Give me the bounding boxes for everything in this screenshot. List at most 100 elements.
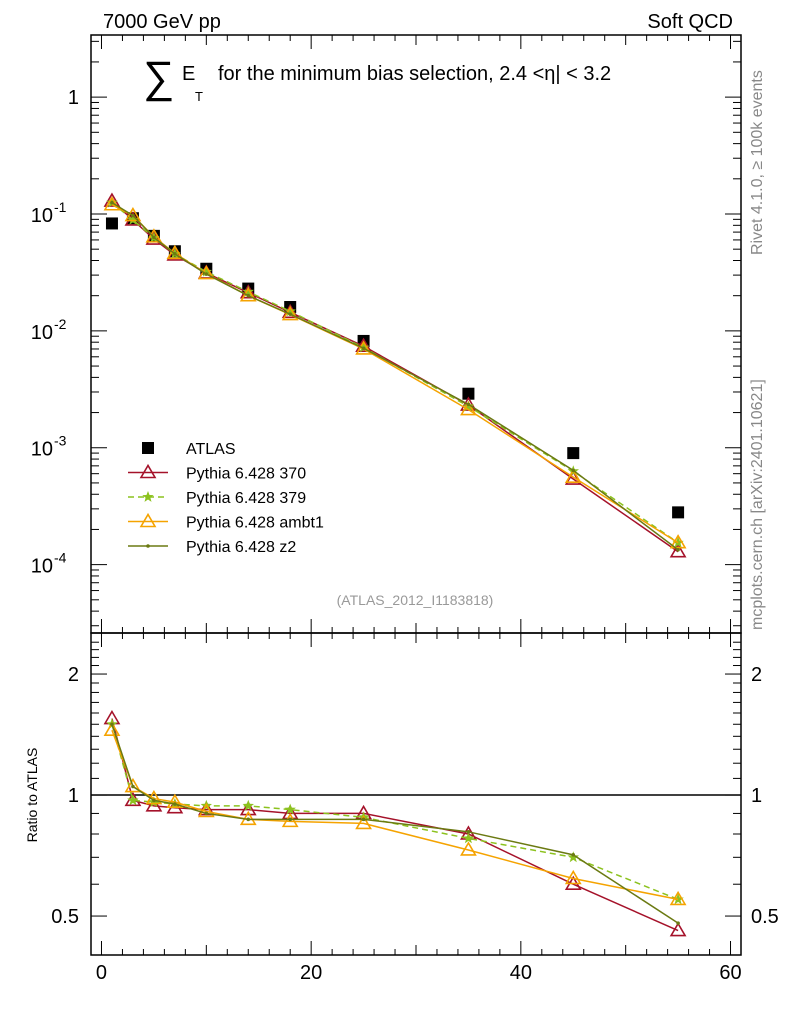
data-point-pythia-6-428-370: [669, 543, 687, 558]
analysis-id: (ATLAS_2012_I1183818): [337, 592, 494, 608]
data-point-pythia-6-428-ambt1: [669, 534, 687, 549]
ratio-point-pythia-6-428-z2: [466, 830, 471, 834]
ratio-ylabel: Ratio to ATLAS: [24, 748, 40, 843]
data-point-pythia-6-428-370: [145, 230, 163, 245]
legend-label-pythia-6-428-z2: Pythia 6.428 z2: [186, 539, 296, 556]
ratio-y-tick-label: 1: [68, 785, 79, 807]
data-point-pythia-6-428-ambt1: [460, 401, 477, 416]
data-point-atlas: [105, 217, 118, 230]
ratio-point-pythia-6-428-ambt1: [281, 812, 299, 828]
ratio-point-pythia-6-428-z2: [676, 921, 680, 925]
legend-marker-pythia-6-428-ambt1: [139, 512, 157, 528]
x-tick-label: 40: [510, 962, 532, 984]
ratio-point-pythia-6-428-379: [462, 832, 475, 844]
ratio-y-tick-label-right: 1: [751, 785, 762, 807]
ratio-point-pythia-6-428-z2: [173, 802, 177, 806]
data-point-pythia-6-428-ambt1: [564, 468, 582, 483]
data-point-pythia-6-428-ambt1: [355, 340, 372, 355]
ratio-point-pythia-6-428-ambt1: [669, 890, 687, 906]
x-tick-label: 20: [300, 962, 322, 984]
mcplots-label: mcplots.cern.ch [arXiv:2401.10621]: [749, 379, 766, 630]
ratio-point-pythia-6-428-z2: [152, 798, 156, 803]
legend-label-atlas: ATLAS: [186, 441, 236, 458]
ratio-point-pythia-6-428-379: [242, 799, 254, 811]
legend-marker-pythia-6-428-z2: [146, 544, 150, 548]
ratio-y-tick-label-right: 2: [751, 664, 762, 686]
ratio-point-pythia-6-428-370: [669, 922, 687, 937]
y-tick-exponent: -3: [54, 433, 67, 449]
y-tick-exponent: -2: [54, 316, 67, 332]
x-tick-label: 60: [719, 962, 741, 984]
data-point-pythia-6-428-z2: [466, 402, 471, 407]
data-point-pythia-6-428-379: [200, 265, 212, 277]
data-point-pythia-6-428-370: [103, 192, 121, 207]
data-point-pythia-6-428-z2: [204, 272, 209, 276]
ratio-point-pythia-6-428-z2: [361, 817, 366, 822]
ratio-y-tick-label-right: 0.5: [751, 906, 779, 928]
data-point-pythia-6-428-ambt1: [145, 228, 163, 243]
data-point-pythia-6-428-379: [242, 285, 254, 297]
data-point-pythia-6-428-370: [166, 246, 184, 261]
ratio-point-pythia-6-428-370: [145, 797, 163, 812]
legend-marker-pythia-6-428-370: [139, 463, 157, 479]
ratio-point-pythia-6-428-ambt1: [197, 802, 215, 818]
title-t: T: [195, 89, 203, 104]
y-tick-exponent: -1: [54, 199, 67, 215]
title-sum-symbol: ∑: [143, 53, 174, 102]
ratio-y-tick-label: 2: [68, 664, 79, 686]
ratio-point-pythia-6-428-z2: [110, 722, 114, 727]
ratio-point-pythia-6-428-ambt1: [355, 814, 372, 830]
y-tick-label: 1: [68, 87, 79, 109]
data-point-pythia-6-428-370: [239, 284, 257, 299]
ratio-point-pythia-6-428-z2: [288, 817, 292, 822]
data-point-pythia-6-428-z2: [131, 213, 135, 218]
legend-marker-atlas: [142, 442, 154, 454]
ratio-line-pythia-6-428-379: [111, 724, 679, 901]
data-point-pythia-6-428-379: [284, 305, 296, 317]
legend-label-pythia-6-428-379: Pythia 6.428 379: [186, 490, 306, 507]
data-point-pythia-6-428-ambt1: [166, 244, 184, 260]
data-point-pythia-6-428-z2: [173, 252, 177, 256]
data-point-pythia-6-428-z2: [246, 293, 251, 298]
data-point-pythia-6-428-ambt1: [124, 206, 142, 222]
data-point-pythia-6-428-ambt1: [103, 196, 121, 211]
data-point-atlas: [672, 506, 685, 519]
y-tick-label: 10: [31, 439, 53, 461]
rivet-label: Rivet 4.1.0, ≥ 100k events: [749, 70, 766, 255]
data-point-pythia-6-428-z2: [110, 200, 114, 205]
header-left: 7000 GeV pp: [103, 11, 221, 33]
ratio-point-pythia-6-428-379: [567, 851, 579, 863]
data-point-pythia-6-428-370: [564, 470, 582, 485]
ratio-point-pythia-6-428-z2: [204, 811, 209, 816]
ratio-point-pythia-6-428-ambt1: [564, 869, 582, 885]
title-text: for the minimum bias selection, 2.4 <η| …: [218, 63, 611, 85]
x-tick-label: 0: [96, 962, 107, 984]
ratio-point-pythia-6-428-ambt1: [103, 721, 121, 736]
ratio-line-pythia-6-428-ambt1: [111, 729, 679, 901]
ratio-point-pythia-6-428-ambt1: [124, 777, 142, 793]
y-tick-label: 10: [31, 556, 53, 578]
ratio-frame: [90, 632, 742, 956]
legend-marker-pythia-6-428-379: [142, 491, 154, 502]
data-point-pythia-6-428-ambt1: [281, 305, 299, 321]
data-point-atlas: [567, 447, 580, 460]
ratio-point-pythia-6-428-379: [127, 794, 139, 806]
data-point-pythia-6-428-z2: [676, 547, 680, 552]
ratio-point-pythia-6-428-ambt1: [460, 841, 477, 856]
ratio-point-pythia-6-428-z2: [571, 853, 576, 857]
y-tick-label: 10: [31, 205, 53, 227]
header-right: Soft QCD: [647, 11, 733, 33]
ratio-point-pythia-6-428-379: [284, 803, 296, 815]
y-tick-label: 10: [31, 322, 53, 344]
ratio-line-pythia-6-428-370: [111, 718, 679, 932]
ratio-point-pythia-6-428-ambt1: [166, 793, 184, 808]
data-point-pythia-6-428-z2: [571, 468, 576, 473]
title-e: E: [182, 63, 195, 85]
data-point-atlas: [462, 387, 475, 400]
data-point-pythia-6-428-370: [281, 303, 299, 319]
ratio-point-pythia-6-428-370: [239, 801, 257, 816]
ratio-y-tick-label: 0.5: [51, 906, 79, 928]
data-point-pythia-6-428-z2: [152, 235, 156, 240]
ratio-point-pythia-6-428-z2: [246, 817, 251, 822]
